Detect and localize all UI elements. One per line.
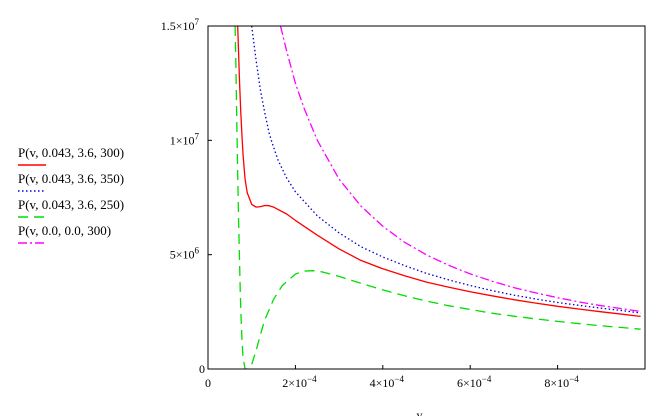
y-tick-label: 1×107	[170, 131, 200, 147]
x-tick-label: 4×10−4	[370, 374, 405, 390]
legend: P(v, 0.043, 3.6, 300) P(v, 0.043, 3.6, 35…	[18, 145, 124, 244]
legend-label-1: P(v, 0.043, 3.6, 300)	[18, 145, 124, 160]
x-tick-label: 6×10−4	[457, 374, 492, 390]
ticks-layer: 0 2×10−4 4×10−4 6×10−4 8×10−4 0 5×106 1×107 1.5×…	[161, 17, 580, 390]
series-line-1	[237, 26, 641, 318]
y-tick-label: 1.5×107	[161, 17, 200, 33]
series-line-4	[279, 26, 641, 313]
series-line-2	[251, 26, 641, 314]
legend-label-2: P(v, 0.043, 3.6, 350)	[18, 171, 124, 186]
series-line-3	[234, 26, 641, 369]
series-layer	[234, 26, 641, 369]
plot-frame	[207, 25, 646, 370]
x-axis-label: v	[417, 408, 423, 416]
y-tick-label: 0	[199, 362, 205, 376]
x-tick-label: 2×10−4	[282, 374, 317, 390]
legend-label-4: P(v, 0.0, 0.0, 300)	[18, 223, 111, 238]
x-tick-label: 0	[205, 376, 211, 390]
x-tick-label: 8×10−4	[544, 374, 579, 390]
legend-label-3: P(v, 0.043, 3.6, 250)	[18, 197, 124, 212]
y-tick-label: 5×106	[170, 246, 200, 262]
